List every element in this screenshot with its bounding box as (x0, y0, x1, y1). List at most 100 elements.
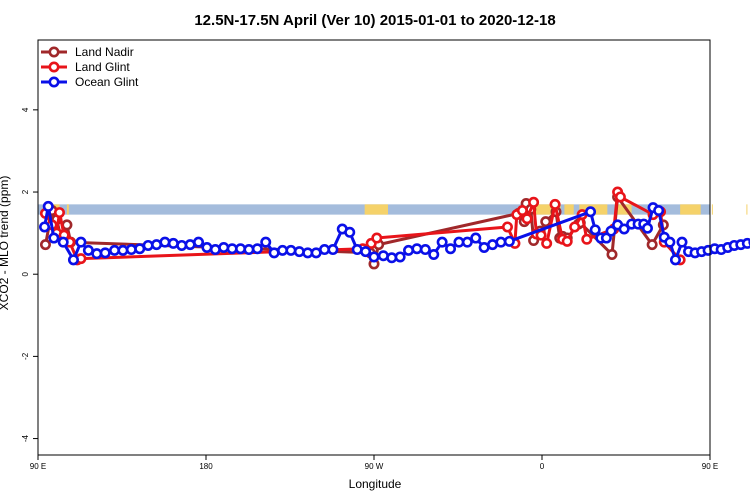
land-span-7 (614, 204, 632, 215)
y-axis-label: XCO2 - MLO trend (ppm) (0, 176, 11, 311)
data-point (445, 243, 457, 255)
data-point (653, 205, 665, 217)
data-point (403, 244, 415, 256)
data-point (159, 236, 171, 248)
x-tick-label: 90 E (702, 462, 718, 471)
data-point (585, 206, 597, 218)
y-tick-label: 0 (21, 271, 30, 276)
data-point (142, 239, 154, 251)
data-point (125, 244, 137, 256)
y-tick-label: 4 (21, 107, 30, 112)
data-point (581, 233, 593, 245)
data-point (53, 207, 65, 219)
data-point (39, 239, 51, 251)
legend-item-ocean-glint: Ocean Glint (41, 75, 139, 89)
x-tick-label: 0 (540, 462, 545, 471)
data-point (541, 237, 553, 249)
data-point (521, 213, 533, 225)
data-point (669, 254, 681, 266)
data-point (218, 242, 230, 254)
data-point (368, 251, 380, 263)
data-point (605, 225, 617, 237)
x-tick-label: 90 W (365, 462, 384, 471)
x-tick-label: 180 (199, 462, 213, 471)
data-point (193, 236, 205, 248)
data-point (48, 232, 60, 244)
data-point (293, 246, 305, 258)
data-point (91, 248, 103, 260)
data-point (618, 223, 630, 235)
data-point (327, 244, 339, 256)
data-point (176, 239, 188, 251)
data-point (235, 243, 247, 255)
data-point (646, 239, 658, 251)
legend-item-land-glint: Land Glint (41, 60, 130, 74)
series-ocean-glint (39, 200, 750, 266)
data-point (540, 216, 552, 228)
legend-marker (48, 46, 60, 58)
land-span-8 (680, 204, 701, 215)
legend-label: Land Glint (75, 60, 130, 74)
data-point (549, 198, 561, 210)
data-point (360, 246, 372, 258)
data-point (664, 236, 676, 248)
data-point (561, 235, 573, 247)
data-point (209, 244, 221, 256)
legend-label: Ocean Glint (75, 75, 139, 89)
data-point (99, 247, 111, 259)
chart-title: 12.5N-17.5N April (Ver 10) 2015-01-01 to… (194, 12, 555, 29)
land-span-10 (746, 204, 748, 215)
data-point (386, 252, 398, 264)
legend-marker (48, 76, 60, 88)
data-point (344, 226, 356, 238)
data-point (495, 236, 507, 248)
data-point (516, 205, 528, 217)
data-point (285, 244, 297, 256)
y-axis: -4 -2 0 2 4 (21, 107, 38, 442)
data-point (42, 200, 54, 212)
data-point (741, 237, 750, 249)
data-point (75, 236, 87, 248)
data-point (606, 248, 618, 260)
data-point (260, 236, 272, 248)
y-tick-label: -2 (21, 352, 30, 360)
legend-item-land-nadir: Land Nadir (41, 45, 134, 59)
land-span-1 (66, 204, 69, 215)
data-point (501, 221, 513, 233)
data-point (243, 244, 255, 256)
data-point (436, 236, 448, 248)
data-point (411, 243, 423, 255)
land-span-3 (532, 204, 552, 215)
land-span-5 (564, 204, 574, 215)
data-point (394, 251, 406, 263)
data-point (67, 254, 79, 266)
land-span-9 (711, 204, 713, 215)
data-point (428, 248, 440, 260)
y-tick-label: -4 (21, 434, 30, 442)
data-point (503, 235, 515, 247)
data-point (167, 237, 179, 249)
data-point (419, 244, 431, 256)
data-point (676, 236, 688, 248)
data-point (614, 191, 626, 203)
data-point (470, 232, 482, 244)
data-point (377, 250, 389, 262)
x-axis-label: Longitude (349, 477, 402, 491)
legend-label: Land Nadir (75, 45, 134, 59)
data-point (117, 244, 129, 256)
data-point (641, 222, 653, 234)
series-layer (39, 186, 750, 270)
x-tick-label: 90 E (30, 462, 46, 471)
land-span-2 (364, 204, 388, 215)
data-point (589, 224, 601, 236)
data-point (351, 244, 363, 256)
y-tick-label: 2 (21, 189, 30, 194)
data-point (57, 236, 69, 248)
data-point (461, 236, 473, 248)
data-point (371, 232, 383, 244)
x-axis: 90 E 180 90 W 0 90 E (30, 455, 718, 471)
data-point (201, 242, 213, 254)
data-point (39, 221, 51, 233)
